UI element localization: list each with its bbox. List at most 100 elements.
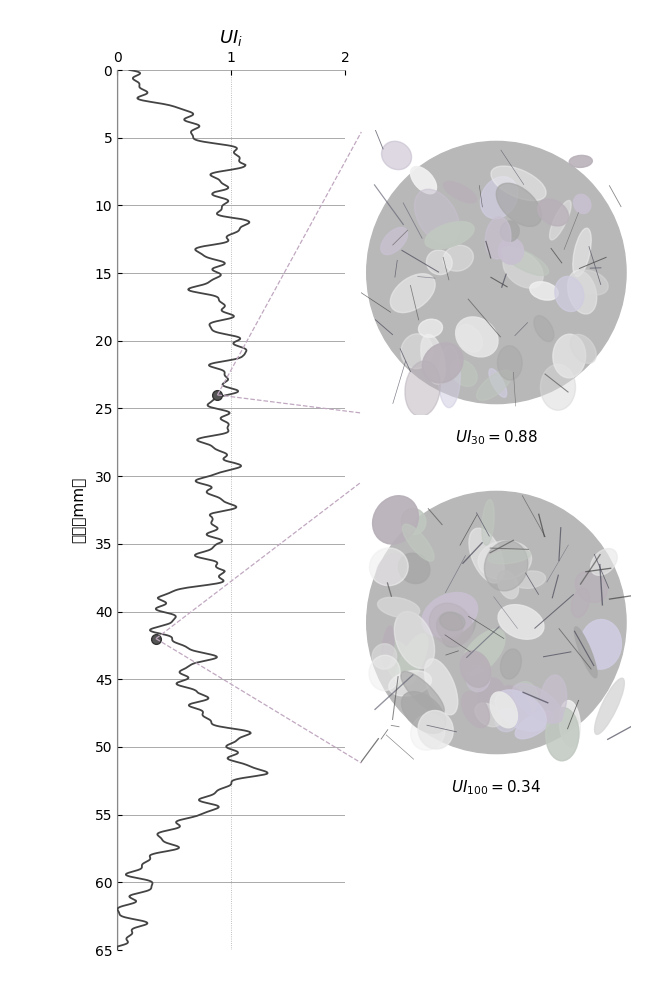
Ellipse shape [570, 334, 596, 363]
Text: $UI_{100}=0.34$: $UI_{100}=0.34$ [451, 778, 541, 797]
Ellipse shape [443, 181, 477, 203]
Ellipse shape [398, 553, 430, 584]
Ellipse shape [498, 605, 544, 639]
Ellipse shape [411, 167, 437, 194]
Ellipse shape [482, 500, 494, 545]
Ellipse shape [546, 707, 579, 761]
Ellipse shape [499, 238, 523, 264]
Ellipse shape [411, 714, 445, 750]
Ellipse shape [572, 270, 608, 295]
Ellipse shape [372, 496, 419, 544]
Ellipse shape [438, 346, 460, 408]
Ellipse shape [382, 626, 394, 667]
Ellipse shape [590, 549, 617, 575]
Ellipse shape [381, 227, 408, 255]
Ellipse shape [495, 709, 519, 732]
Ellipse shape [456, 317, 498, 357]
Ellipse shape [549, 200, 571, 240]
Ellipse shape [425, 222, 474, 249]
Ellipse shape [462, 692, 490, 728]
Ellipse shape [396, 634, 428, 687]
Ellipse shape [572, 588, 589, 617]
Ellipse shape [422, 343, 463, 383]
Ellipse shape [484, 541, 528, 591]
Ellipse shape [489, 369, 506, 397]
Ellipse shape [401, 672, 444, 714]
Ellipse shape [501, 649, 521, 679]
Ellipse shape [421, 334, 445, 384]
Ellipse shape [391, 274, 436, 313]
Ellipse shape [480, 177, 518, 219]
Ellipse shape [442, 611, 476, 647]
Ellipse shape [580, 620, 622, 669]
Ellipse shape [569, 155, 592, 167]
Ellipse shape [495, 690, 546, 731]
Ellipse shape [401, 508, 426, 534]
Ellipse shape [376, 554, 406, 586]
Ellipse shape [439, 612, 465, 631]
Ellipse shape [540, 675, 567, 723]
Ellipse shape [419, 319, 443, 337]
Ellipse shape [437, 612, 463, 640]
Ellipse shape [488, 550, 531, 564]
Ellipse shape [575, 571, 607, 602]
Ellipse shape [429, 603, 473, 646]
Ellipse shape [573, 228, 591, 277]
Ellipse shape [395, 611, 435, 668]
Ellipse shape [568, 270, 597, 314]
Ellipse shape [378, 597, 420, 618]
Ellipse shape [418, 710, 453, 749]
Ellipse shape [503, 251, 543, 288]
Y-axis label: 深度（mm）: 深度（mm） [72, 477, 87, 543]
Ellipse shape [461, 629, 505, 676]
Ellipse shape [497, 346, 522, 380]
Ellipse shape [485, 217, 511, 259]
Ellipse shape [424, 659, 458, 715]
Ellipse shape [478, 541, 532, 580]
Ellipse shape [501, 247, 549, 276]
Ellipse shape [530, 282, 559, 300]
Ellipse shape [496, 183, 542, 226]
Ellipse shape [553, 334, 586, 378]
Ellipse shape [559, 701, 581, 747]
Ellipse shape [426, 250, 452, 275]
Ellipse shape [538, 199, 568, 226]
Ellipse shape [500, 221, 519, 241]
Ellipse shape [574, 627, 597, 678]
Ellipse shape [367, 491, 626, 754]
Ellipse shape [367, 141, 626, 404]
Ellipse shape [402, 692, 446, 733]
Ellipse shape [510, 682, 538, 719]
Ellipse shape [389, 671, 432, 696]
Ellipse shape [501, 686, 530, 721]
Ellipse shape [594, 678, 624, 734]
Ellipse shape [574, 194, 591, 214]
Ellipse shape [381, 141, 411, 170]
Ellipse shape [478, 678, 505, 715]
Ellipse shape [497, 571, 519, 599]
Ellipse shape [402, 524, 434, 561]
Ellipse shape [450, 360, 477, 386]
Ellipse shape [460, 651, 491, 687]
Ellipse shape [415, 189, 460, 244]
Ellipse shape [512, 683, 563, 723]
Ellipse shape [457, 325, 482, 352]
Ellipse shape [469, 528, 504, 583]
Ellipse shape [401, 334, 433, 369]
Ellipse shape [372, 644, 396, 669]
Ellipse shape [369, 655, 400, 691]
Ellipse shape [443, 245, 473, 271]
Ellipse shape [467, 666, 490, 692]
Ellipse shape [534, 316, 554, 342]
Text: $UI_{30}=0.88$: $UI_{30}=0.88$ [454, 428, 538, 447]
Ellipse shape [422, 593, 478, 637]
Ellipse shape [515, 711, 553, 739]
Ellipse shape [491, 166, 546, 201]
Ellipse shape [477, 370, 512, 400]
Ellipse shape [405, 361, 440, 416]
X-axis label: $UI_i$: $UI_i$ [219, 28, 243, 48]
Ellipse shape [514, 571, 546, 588]
Ellipse shape [370, 548, 408, 586]
Ellipse shape [490, 692, 518, 728]
Ellipse shape [555, 276, 584, 312]
